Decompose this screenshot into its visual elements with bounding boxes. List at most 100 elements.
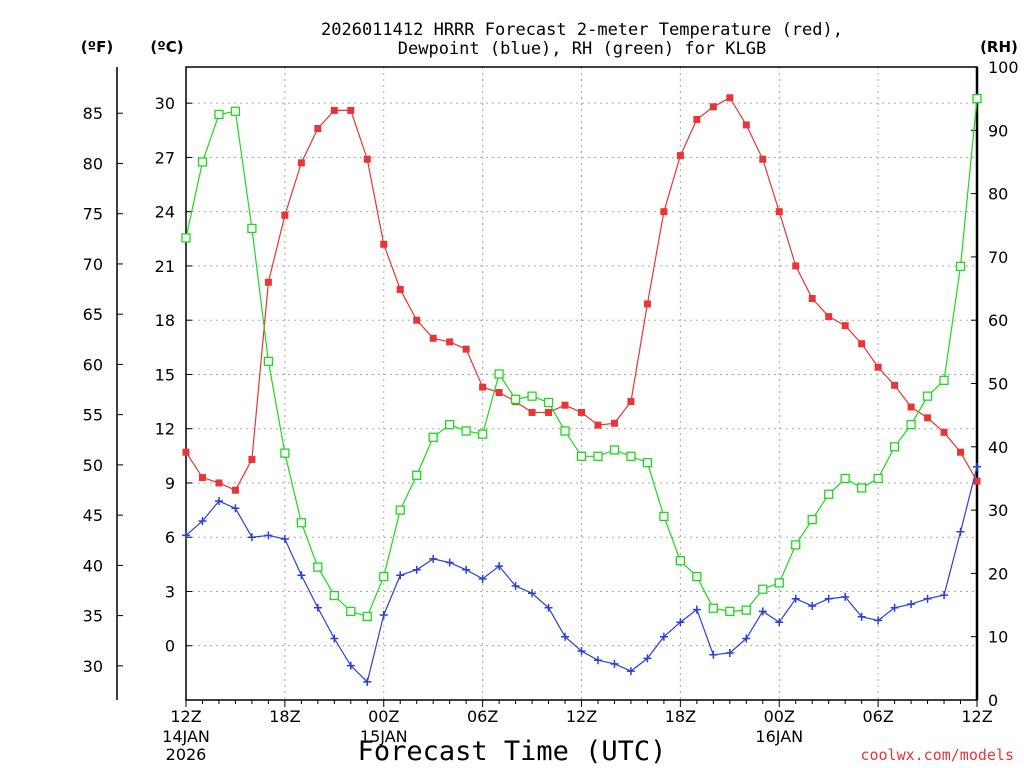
- rh-point: [906, 419, 916, 430]
- dewpoint-point: [330, 634, 339, 643]
- rh-point: [296, 518, 307, 528]
- rh-point: [774, 578, 784, 588]
- 2-meter-temperature-point: [825, 313, 833, 321]
- rh-point: [692, 571, 702, 582]
- 2-meter-temperature-point: [215, 479, 223, 487]
- dewpoint-point: [824, 594, 833, 603]
- 2-meter-temperature-point: [973, 477, 981, 485]
- rh-point: [856, 483, 867, 493]
- 2-meter-temperature-point: [792, 262, 800, 270]
- dewpoint-point: [758, 607, 767, 616]
- dewpoint-point: [692, 605, 701, 614]
- rh-point: [675, 556, 686, 566]
- rh-point: [329, 590, 339, 601]
- 2-meter-temperature-point: [297, 159, 305, 167]
- rh-point: [758, 584, 768, 594]
- 2-meter-temperature-point: [610, 419, 618, 427]
- 2-meter-temperature-point: [363, 155, 371, 163]
- x-tick-label: 06Z: [862, 707, 893, 726]
- rh-point: [181, 233, 191, 243]
- x-tick-label: 12Z: [566, 707, 597, 726]
- celsius-tick-label: 0: [165, 637, 175, 656]
- dewpoint-point: [214, 497, 223, 506]
- celsius-tick-label: 6: [165, 528, 175, 547]
- x-tick-label: 18Z: [269, 707, 300, 726]
- 2-meter-temperature-point: [775, 208, 783, 216]
- dewpoint-point: [626, 667, 635, 676]
- rh-point: [247, 223, 257, 234]
- rh-point: [263, 356, 274, 366]
- fahrenheit-tick-label: 85: [83, 104, 103, 123]
- 2-meter-temperature-point: [347, 106, 355, 114]
- dewpoint-point: [676, 618, 685, 627]
- dewpoint-point: [231, 504, 240, 513]
- rh-point: [824, 489, 834, 499]
- 2-meter-temperature-point: [858, 340, 866, 348]
- dewpoint-point: [890, 603, 899, 612]
- 2-meter-temperature-point: [182, 448, 190, 456]
- rh-tick-label: 30: [988, 501, 1008, 520]
- rh-point: [445, 419, 455, 430]
- dewpoint-point: [198, 516, 207, 525]
- rh-tick-label: 70: [988, 248, 1008, 267]
- 2-meter-temperature-series: [182, 94, 981, 494]
- rh-point: [395, 505, 405, 515]
- dewpoint-point: [280, 535, 289, 544]
- dewpoint-point: [725, 648, 734, 657]
- rh-point: [642, 457, 653, 468]
- rh-tick-label: 20: [988, 564, 1008, 583]
- celsius-tick-label: 12: [155, 420, 175, 439]
- 2-meter-temperature-point: [248, 455, 256, 463]
- rh-point: [626, 451, 636, 461]
- 2-meter-temperature-point: [446, 338, 454, 346]
- 2-meter-temperature-point: [330, 106, 338, 114]
- rh-point: [741, 605, 751, 615]
- rh-point: [708, 603, 718, 613]
- dewpoint-point: [857, 612, 866, 621]
- rh-point: [412, 470, 422, 480]
- rh-tick-label: 60: [988, 311, 1008, 330]
- dewpoint-point: [973, 462, 981, 471]
- rh-tick-label: 80: [988, 185, 1008, 204]
- celsius-tick-label: 3: [165, 582, 175, 601]
- dewpoint-point: [775, 618, 784, 627]
- dewpoint-point: [396, 571, 405, 580]
- 2-meter-temperature-point: [676, 152, 684, 160]
- dewpoint-point: [182, 531, 190, 540]
- rh-point: [560, 426, 570, 436]
- 2-meter-temperature-point: [528, 408, 536, 416]
- dewpoint-point: [643, 654, 652, 663]
- rh-point: [527, 391, 537, 401]
- rh-point: [840, 473, 850, 484]
- rh-point: [214, 109, 224, 120]
- celsius-tick-label: 18: [155, 311, 175, 330]
- 2-meter-temperature-point: [759, 155, 767, 163]
- rh-point: [659, 511, 669, 522]
- rh-point: [593, 451, 603, 461]
- 2-meter-temperature-point: [561, 401, 569, 409]
- dewpoint-point: [923, 594, 932, 603]
- dewpoint-point: [412, 565, 421, 574]
- rh-point: [543, 397, 554, 408]
- credit-text: coolwx.com/models: [860, 746, 1014, 764]
- fahrenheit-tick-label: 65: [83, 305, 103, 324]
- fahrenheit-tick-label: 50: [83, 456, 103, 475]
- 2-meter-temperature-point: [841, 322, 849, 330]
- fahrenheit-tick-label: 30: [83, 657, 103, 676]
- rh-point: [346, 606, 356, 617]
- dewpoint-point: [709, 650, 718, 659]
- 2-meter-temperature-point: [709, 103, 717, 111]
- 2-meter-temperature-point: [314, 124, 322, 132]
- celsius-unit-label: (ºC): [150, 38, 183, 56]
- dewpoint-point: [808, 601, 817, 610]
- rh-point: [428, 432, 438, 442]
- dewpoint-point: [940, 591, 949, 600]
- dewpoint-point: [577, 647, 586, 656]
- axes: 30 35 40 45 50 55 60 65 70 75 80 85 0 3 6 9 12 15 18 21 24 27…: [83, 58, 1019, 764]
- rh-point: [280, 448, 290, 458]
- rh-point: [889, 442, 900, 452]
- x-tick-label: 12Z: [961, 707, 992, 726]
- dewpoint-point: [544, 603, 553, 612]
- 2-meter-temperature-point: [808, 294, 816, 302]
